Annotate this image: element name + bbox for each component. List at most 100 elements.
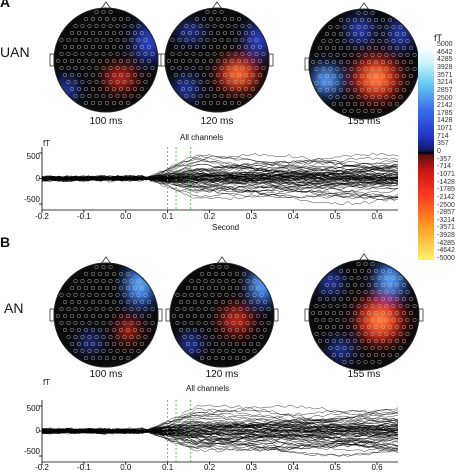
sensor-marker — [227, 285, 233, 291]
sensor-marker — [359, 31, 365, 37]
sensor-marker — [219, 79, 224, 85]
sensor-marker — [349, 345, 354, 351]
sensor-marker — [111, 327, 117, 333]
sensor-marker — [359, 338, 365, 344]
sensor-marker — [342, 52, 347, 58]
sensor-marker — [111, 313, 117, 319]
sensor-marker — [317, 45, 323, 51]
sensor-marker — [184, 93, 189, 99]
sensor-marker — [366, 296, 372, 302]
sensor-array — [310, 261, 417, 365]
sensor-marker — [83, 58, 89, 64]
sensor-marker — [240, 93, 245, 99]
sensor-marker — [324, 296, 330, 302]
sensor-marker — [215, 86, 221, 92]
sensor-marker — [185, 285, 191, 291]
sensor-marker — [90, 30, 96, 36]
sensor-marker — [338, 352, 344, 358]
sensor-marker — [394, 101, 400, 107]
sensor-marker — [338, 310, 344, 316]
x-tick-label: 0.2 — [203, 212, 216, 221]
sensor-marker — [359, 352, 365, 358]
sensor-marker — [55, 313, 61, 319]
sensor-marker — [108, 334, 113, 340]
sensor-marker — [108, 37, 113, 43]
sensor-marker — [238, 348, 243, 354]
sensor-marker — [222, 86, 228, 92]
sensor-marker — [139, 86, 145, 92]
sensor-marker — [356, 275, 361, 281]
sensor-marker — [363, 94, 368, 100]
head-outline — [308, 259, 420, 371]
sensor-marker — [356, 359, 361, 365]
sensor-marker — [331, 59, 337, 65]
sensor-marker — [217, 306, 222, 312]
sensor-marker — [370, 24, 375, 30]
sensor-marker — [143, 292, 148, 298]
topomap-field — [54, 8, 158, 112]
sensor-marker — [122, 93, 127, 99]
sensor-marker — [248, 285, 254, 291]
sensor-marker — [205, 79, 210, 85]
x-tick-label: -0.2 — [35, 212, 49, 221]
sensor-marker — [252, 334, 257, 340]
sensor-marker — [387, 352, 393, 358]
sensor-marker — [87, 51, 92, 57]
sensor-marker — [194, 16, 200, 22]
sensor-marker — [66, 320, 71, 326]
sensor-marker — [377, 289, 382, 295]
sensor-marker — [177, 51, 182, 57]
sensor-marker — [236, 16, 242, 22]
sensor-marker — [206, 327, 212, 333]
colorbar-tick-label: 3928 — [437, 63, 453, 71]
sensor-marker — [87, 306, 92, 312]
sensor-marker — [226, 51, 231, 57]
sensor-marker — [76, 58, 82, 64]
sensor-marker — [132, 313, 138, 319]
sensor-marker — [248, 313, 254, 319]
latency-label: 100 ms — [89, 369, 123, 380]
sensor-marker — [224, 292, 229, 298]
sensor-marker — [115, 51, 120, 57]
sensor-marker — [224, 320, 229, 326]
sensor-marker — [349, 275, 354, 281]
colorbar-tick-label: 4642 — [437, 48, 453, 56]
sensor-marker — [125, 30, 131, 36]
sensor-marker — [384, 345, 389, 351]
sensor-marker — [97, 313, 103, 319]
sensor-marker — [405, 38, 410, 44]
sensor-marker — [136, 37, 141, 43]
sensor-marker — [398, 303, 403, 309]
sensor-marker — [370, 52, 375, 58]
sensor-marker — [401, 310, 407, 316]
sensor-marker — [111, 44, 117, 50]
sensor-marker — [203, 292, 208, 298]
sensor-marker — [143, 79, 148, 85]
sensor-marker — [227, 355, 233, 361]
sensor-marker — [122, 65, 127, 71]
sensor-marker — [373, 31, 379, 37]
sensor-marker — [62, 44, 68, 50]
sensor-marker — [405, 303, 410, 309]
sensor-marker — [250, 44, 256, 50]
sensor-marker — [215, 30, 221, 36]
sensor-marker — [210, 348, 215, 354]
sensor-marker — [217, 320, 222, 326]
sensor-marker — [108, 306, 113, 312]
x-tick-label: 0.6 — [371, 463, 383, 472]
sensor-marker — [331, 296, 337, 302]
sensor-marker — [373, 338, 379, 344]
head-outline — [53, 7, 159, 113]
sensor-marker — [97, 58, 103, 64]
sensor-marker — [356, 52, 361, 58]
sensor-marker — [104, 16, 110, 22]
sensor-marker — [335, 38, 340, 44]
sensor-marker — [206, 341, 212, 347]
sensor-marker — [122, 51, 127, 57]
sensor-marker — [97, 341, 103, 347]
sensor-marker — [345, 87, 351, 93]
colorbar-tick-label: -4285 — [437, 239, 455, 247]
sensor-marker — [391, 289, 396, 295]
sensor-marker — [215, 44, 221, 50]
sensor-marker — [373, 101, 379, 107]
